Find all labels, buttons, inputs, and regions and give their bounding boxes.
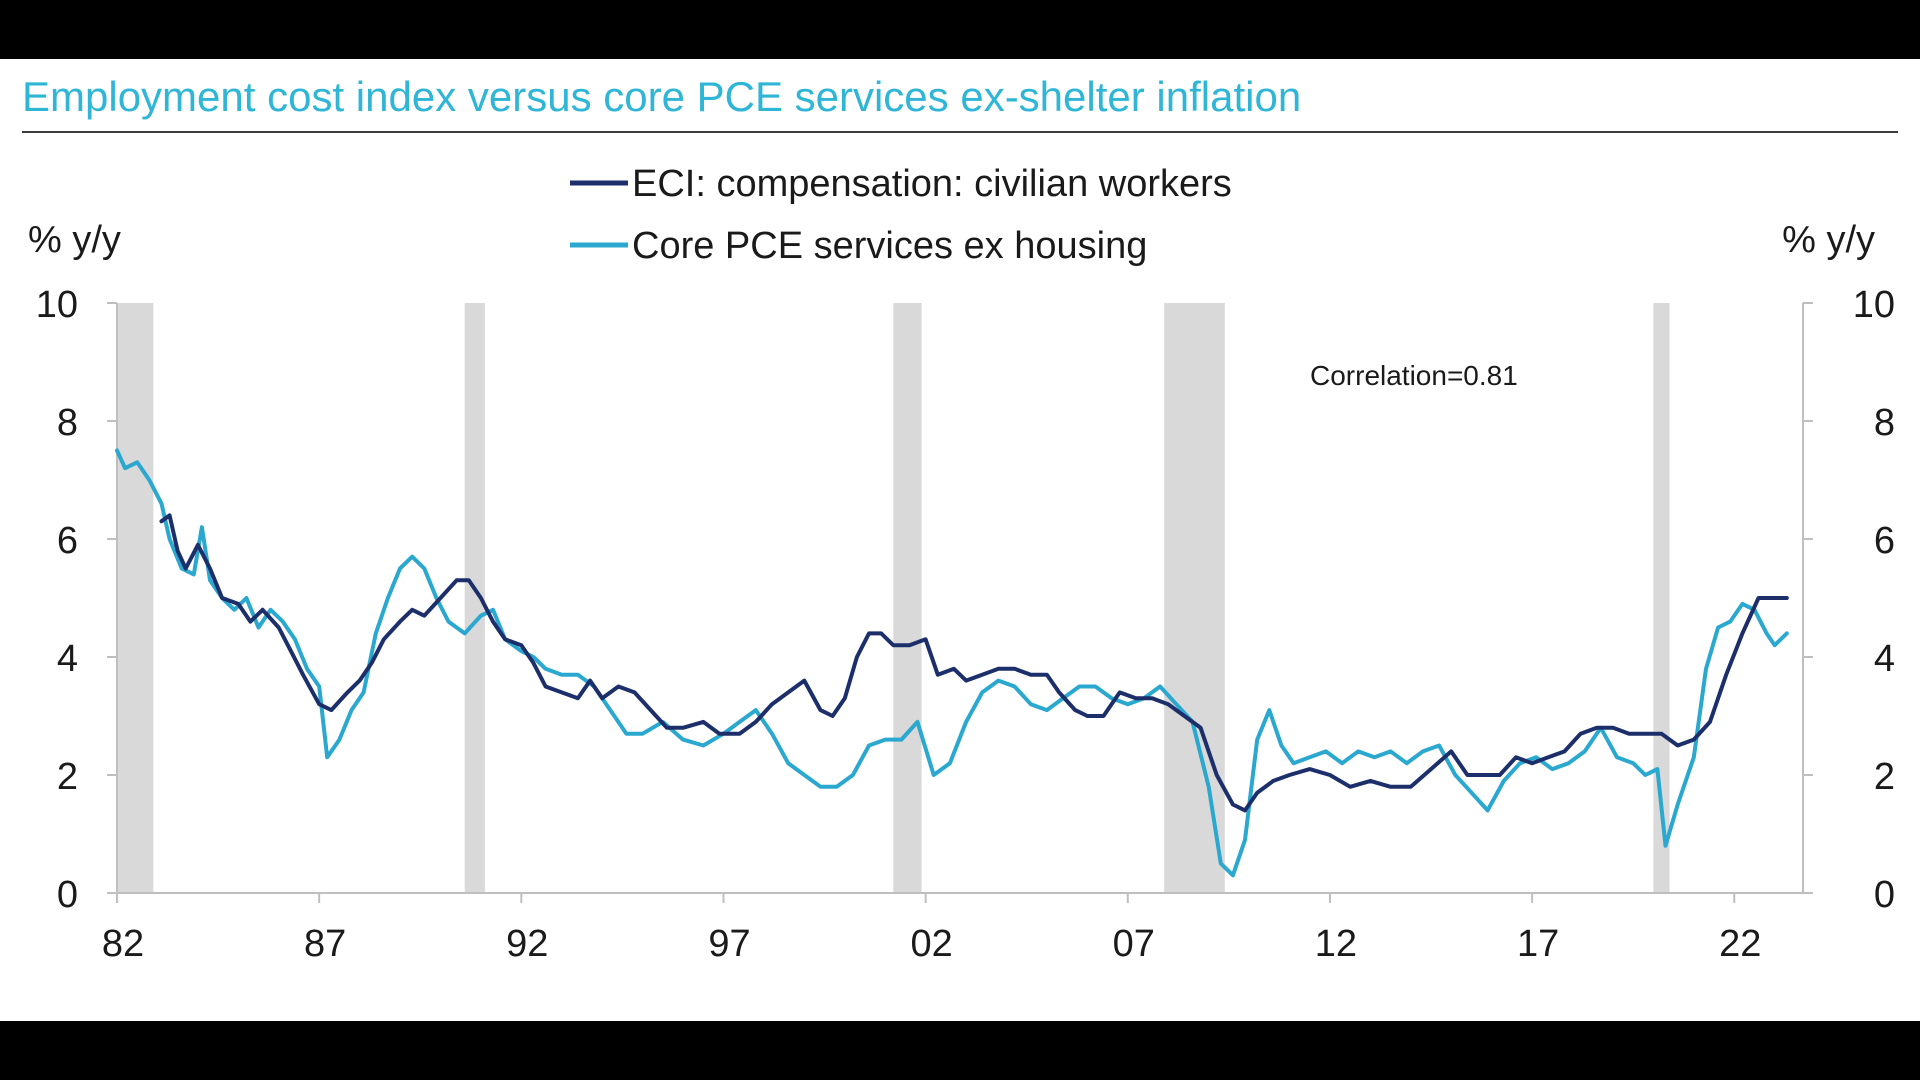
correlation-annotation: Correlation=0.81: [1310, 360, 1518, 391]
series-line-eci-compensation: [159, 513, 1789, 813]
y-tick-label-right: 6: [1874, 520, 1895, 562]
legend-label-pce: Core PCE services ex housing: [632, 225, 1147, 267]
y-tick-label-left: 6: [57, 520, 78, 562]
x-tick-label: 87: [304, 923, 346, 965]
y-tick-label-left: 2: [57, 756, 78, 798]
recession-band-4: [1653, 303, 1670, 893]
y-tick-label-right: 2: [1874, 756, 1895, 798]
y-tick-label-left: 4: [57, 638, 78, 680]
series-line-core-pce-services-ex-housing: [115, 448, 1789, 878]
recession-bands: [117, 303, 1670, 893]
x-tick-label: 07: [1113, 923, 1155, 965]
right-axis-unit: % y/y: [1782, 219, 1875, 261]
legend-label-eci: ECI: compensation: civilian workers: [632, 163, 1232, 205]
y-tick-label-right: 0: [1874, 874, 1895, 916]
axes: [116, 303, 1804, 894]
y-tick-label-left: 10: [36, 284, 78, 326]
x-tick-label: 17: [1517, 923, 1559, 965]
recession-band-3: [1164, 303, 1225, 893]
y-tick-label-left: 8: [57, 402, 78, 444]
y-tick-label-right: 4: [1874, 638, 1895, 680]
x-tick-label: 22: [1719, 923, 1761, 965]
chart-title: Employment cost index versus core PCE se…: [22, 73, 1302, 120]
recession-band-0: [117, 303, 154, 893]
x-tick-label: 92: [506, 923, 548, 965]
y-tick-label-right: 10: [1853, 284, 1895, 326]
x-tick-label: 12: [1315, 923, 1357, 965]
title-rule: [22, 131, 1898, 133]
x-tick-label: 97: [708, 923, 750, 965]
slide: Employment cost index versus core PCE se…: [0, 59, 1920, 1021]
x-tick-label: 82: [102, 923, 144, 965]
left-axis-unit: % y/y: [28, 219, 121, 261]
y-tick-label-left: 0: [57, 874, 78, 916]
legend: ECI: compensation: civilian workers Core…: [570, 163, 1232, 267]
tick-marks: [107, 302, 1813, 903]
recession-band-1: [464, 303, 485, 893]
series-lines: [115, 448, 1789, 878]
y-tick-label-right: 8: [1874, 402, 1895, 444]
x-tick-label: 02: [910, 923, 952, 965]
recession-band-2: [893, 303, 922, 893]
